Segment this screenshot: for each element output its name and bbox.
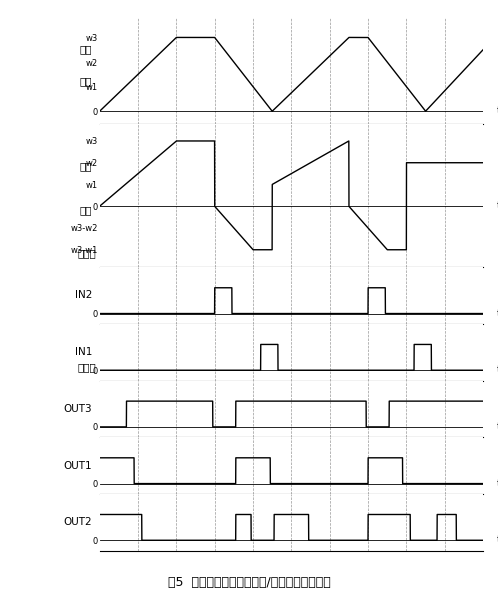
Text: 重量: 重量 [79, 44, 92, 54]
Text: t: t [497, 308, 498, 318]
Text: IN1: IN1 [75, 347, 92, 357]
Text: t: t [497, 535, 498, 545]
Text: t: t [497, 201, 498, 211]
Text: 输人点: 输人点 [77, 362, 96, 372]
Text: 输人点: 输人点 [77, 249, 96, 259]
Text: t: t [497, 365, 498, 375]
Text: t: t [497, 478, 498, 488]
Text: t: t [497, 106, 498, 116]
Text: 重量: 重量 [79, 205, 92, 215]
Text: t: t [497, 422, 498, 432]
Text: OUT1: OUT1 [63, 461, 92, 471]
Text: IN2: IN2 [75, 291, 92, 301]
Text: 图5  配料量与称重仪表输入/输出点信号关系图: 图5 配料量与称重仪表输入/输出点信号关系图 [168, 576, 330, 589]
Text: 显示: 显示 [79, 162, 92, 172]
Text: OUT3: OUT3 [63, 404, 92, 414]
Text: OUT2: OUT2 [63, 517, 92, 527]
Text: 曲线: 曲线 [79, 76, 92, 86]
